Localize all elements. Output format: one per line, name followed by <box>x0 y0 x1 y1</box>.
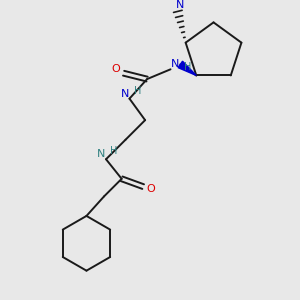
Text: N: N <box>171 59 180 69</box>
Polygon shape <box>178 61 196 75</box>
Text: H: H <box>134 86 141 96</box>
Text: H: H <box>110 146 118 156</box>
Text: O: O <box>147 184 155 194</box>
Text: O: O <box>111 64 120 74</box>
Text: H: H <box>184 62 192 72</box>
Text: N: N <box>97 149 105 159</box>
Text: N: N <box>176 0 184 10</box>
Text: N: N <box>120 89 129 99</box>
